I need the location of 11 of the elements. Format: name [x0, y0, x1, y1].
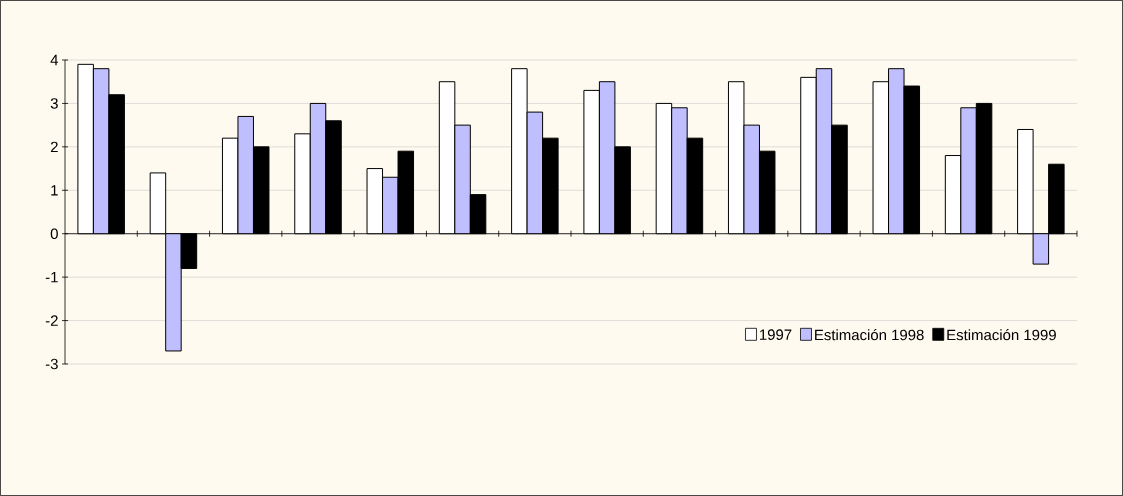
y-tick-label: -2 [45, 315, 58, 326]
legend-label: 1997 [760, 329, 792, 340]
y-tick-label: -1 [45, 272, 58, 283]
y-tick-label: 4 [50, 54, 59, 66]
y-tick-label: 0 [50, 228, 58, 239]
y-tick-label: 1 [51, 185, 58, 196]
y-tick-label: 3 [50, 98, 58, 109]
y-tick-label: 2 [50, 141, 58, 153]
legend-label: Estimación 1998 [815, 329, 924, 341]
legend-label: Estimación 1999 [947, 329, 1056, 341]
y-tick-label: -3 [45, 358, 58, 370]
